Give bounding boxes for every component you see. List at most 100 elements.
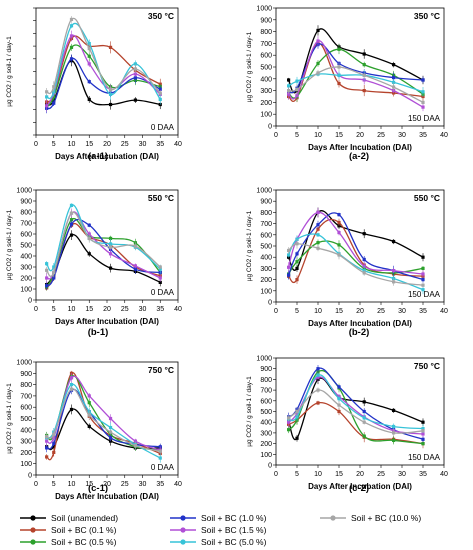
data-point	[87, 54, 91, 58]
panel-label: (b-1)	[88, 327, 109, 338]
data-point	[362, 232, 366, 236]
y-tick-label: 600	[20, 232, 32, 239]
data-point	[295, 252, 299, 256]
temperature-label: 350 °C	[414, 11, 440, 21]
data-point	[316, 246, 320, 250]
plot-frame	[35, 361, 179, 476]
data-point	[362, 416, 366, 420]
legend-swatch-marker	[30, 539, 36, 545]
data-point	[337, 81, 341, 86]
data-point	[421, 266, 425, 270]
y-tick-label: 600	[260, 53, 272, 60]
data-point	[392, 80, 396, 84]
daa-label: 0 DAA	[151, 288, 175, 297]
legend-swatch-marker	[180, 539, 186, 545]
data-point	[316, 227, 320, 231]
data-point	[316, 373, 320, 377]
x-axis-label: Days After Incubation (DAI)	[55, 317, 159, 326]
legend-swatch-marker	[180, 515, 186, 521]
data-point	[108, 245, 113, 249]
data-point	[392, 431, 396, 435]
x-tick-label: 15	[335, 308, 343, 315]
data-point	[52, 101, 56, 105]
x-tick-label: 30	[398, 471, 406, 478]
x-tick-label: 30	[139, 306, 147, 313]
data-point	[287, 248, 291, 253]
x-tick-label: 25	[377, 132, 385, 139]
data-point	[69, 407, 74, 412]
y-tick-label: 0	[268, 463, 272, 470]
x-tick-label: 0	[274, 471, 278, 478]
data-point	[287, 265, 291, 269]
data-point	[133, 244, 137, 248]
y-tick-label: 200	[20, 450, 32, 457]
data-point	[421, 283, 425, 287]
data-point	[45, 455, 49, 459]
data-point	[337, 220, 341, 225]
x-tick-label: 20	[356, 132, 364, 139]
x-tick-label: 30	[139, 481, 147, 488]
temperature-label: 350 °C	[148, 11, 174, 21]
temperature-label: 750 °C	[148, 365, 174, 375]
x-tick-label: 20	[103, 141, 111, 148]
data-point	[392, 408, 396, 413]
x-tick-label: 5	[52, 141, 56, 148]
data-point	[158, 91, 162, 95]
y-tick-label: 1000	[16, 360, 32, 367]
data-point	[108, 92, 113, 96]
data-point	[52, 85, 56, 89]
data-point	[133, 444, 137, 448]
data-point	[158, 87, 162, 91]
data-point	[45, 284, 49, 288]
data-point	[362, 409, 366, 414]
daa-label: 0 DAA	[151, 463, 175, 472]
x-tick-label: 5	[52, 481, 56, 488]
data-point	[295, 415, 299, 419]
y-tick-label: 400	[260, 420, 272, 427]
y-tick-label: 0	[28, 298, 32, 305]
x-tick-label: 40	[174, 141, 182, 148]
data-point	[87, 413, 91, 417]
panel-label: (a-1)	[88, 151, 108, 162]
data-point	[287, 428, 291, 432]
y-tick-label: 800	[260, 29, 272, 36]
data-point	[52, 432, 56, 436]
y-tick-label: 300	[260, 430, 272, 437]
data-point	[69, 17, 74, 22]
legend: Soil (unamended) Soil + BC (0.1 %) Soil + …	[20, 513, 421, 547]
series-line	[46, 375, 161, 451]
y-tick-label: 400	[260, 255, 272, 262]
x-tick-label: 0	[34, 141, 38, 148]
data-point	[295, 93, 299, 97]
y-tick-label: 0	[268, 124, 272, 131]
data-point	[421, 420, 425, 424]
data-point	[133, 439, 137, 443]
y-tick-label: 400	[20, 254, 32, 261]
legend-swatch-marker	[180, 527, 186, 533]
data-point	[45, 90, 49, 94]
x-tick-label: 30	[139, 141, 147, 148]
x-tick-label: 40	[440, 132, 448, 139]
x-tick-label: 0	[274, 132, 278, 139]
data-point	[69, 45, 74, 49]
x-tick-label: 35	[419, 132, 427, 139]
x-tick-label: 5	[52, 306, 56, 313]
data-point	[316, 401, 320, 405]
data-point	[287, 89, 291, 93]
data-point	[316, 71, 320, 75]
x-tick-label: 20	[356, 471, 364, 478]
data-point	[45, 104, 49, 108]
y-tick-label: 0	[268, 300, 272, 307]
temperature-label: 750 °C	[414, 361, 440, 371]
data-point	[421, 288, 425, 292]
y-axis-label: µg CO2 / g soil-1 / day-1	[246, 210, 253, 281]
x-tick-label: 35	[156, 141, 164, 148]
data-point	[362, 434, 366, 438]
data-point	[295, 242, 299, 246]
data-point	[287, 253, 291, 257]
panel-a-1: 0 5 10 15 20 25 30 35 40 Days After Incubation (D…	[6, 7, 182, 162]
x-tick-label: 20	[103, 306, 111, 313]
data-point	[45, 434, 49, 439]
data-point	[69, 387, 74, 391]
data-point	[421, 272, 425, 276]
